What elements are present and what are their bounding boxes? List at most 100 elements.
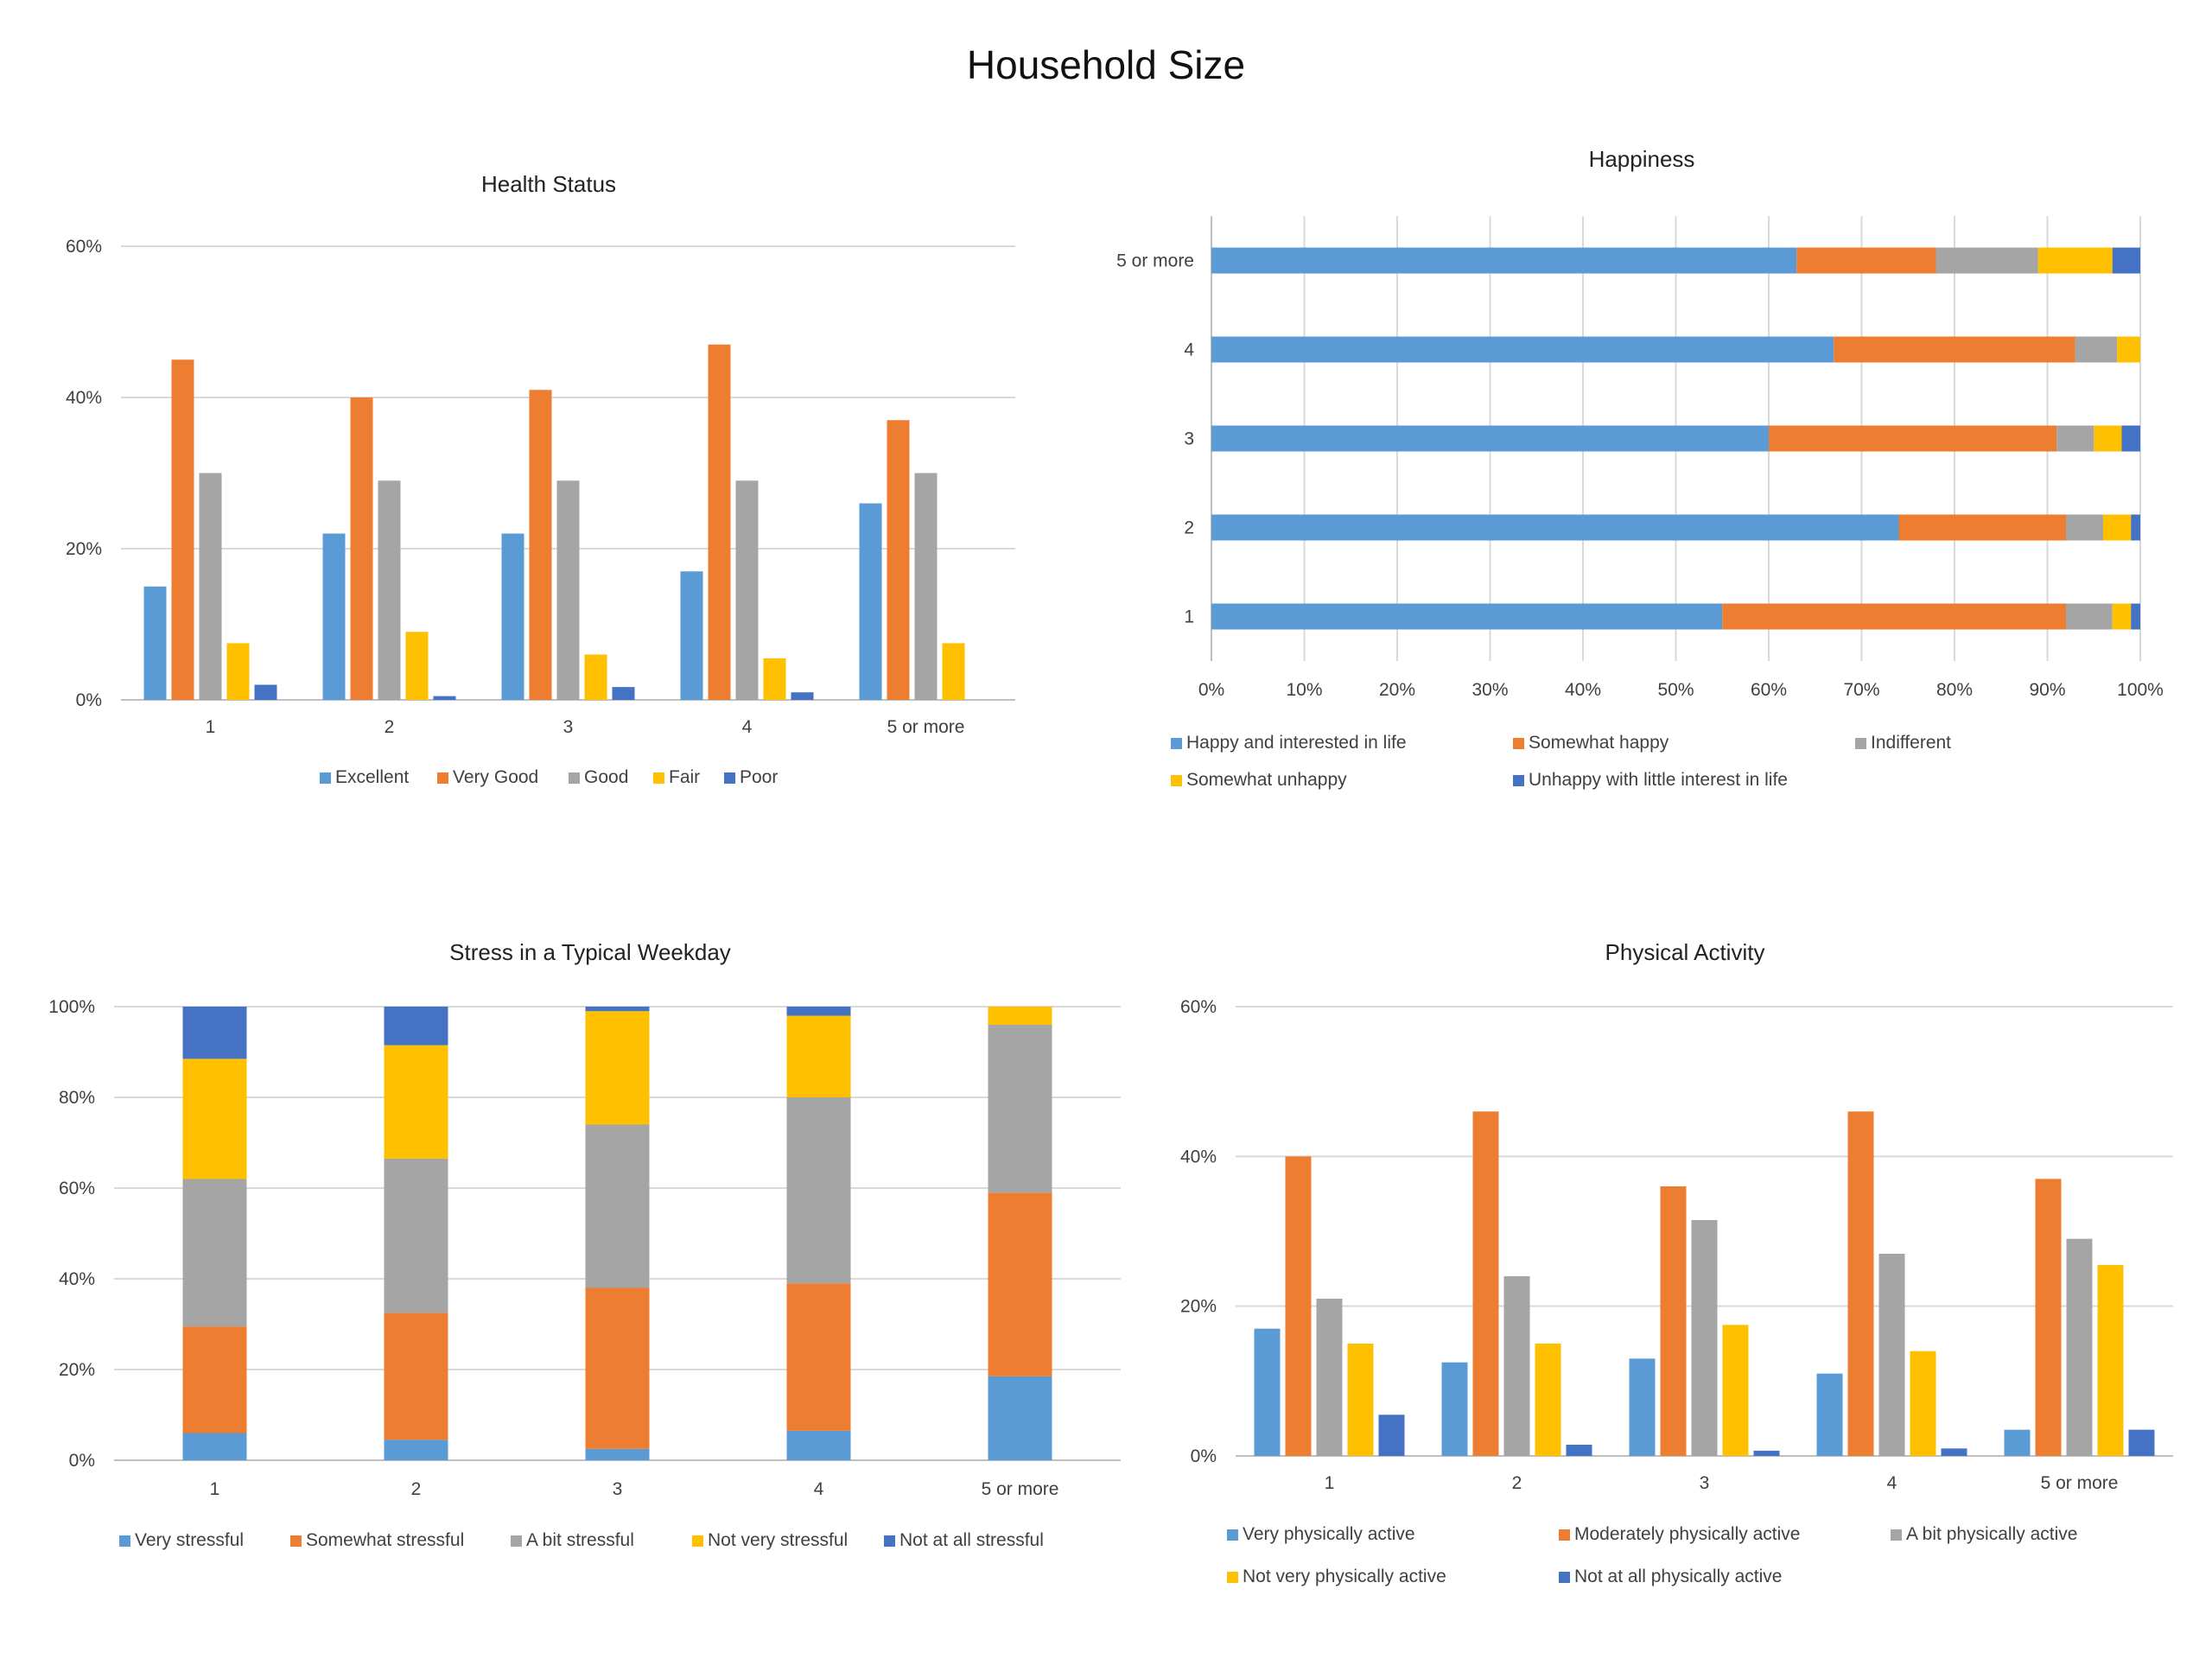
- bar-a-bit-physically-active-2: [1503, 1276, 1530, 1456]
- bar-somewhat-stressful-1: [182, 1326, 247, 1433]
- x-tick-label: 1: [210, 1479, 220, 1499]
- bar-somewhat-stressful-2: [384, 1313, 448, 1440]
- bar-unhappy-with-little-interest-in-life-3: [2121, 425, 2140, 452]
- bar-fair-4: [763, 658, 786, 700]
- bar-fair-5-or-more: [942, 643, 965, 700]
- bar-happy-and-interested-in-life-4: [1211, 336, 1834, 363]
- legend-label-very-physically-active: Very physically active: [1243, 1524, 1415, 1544]
- x-tick-label: 3: [563, 717, 574, 737]
- bar-not-very-physically-active-2: [1535, 1344, 1561, 1456]
- x-tick-label: 90%: [2029, 680, 2065, 700]
- bar-poor-4: [791, 692, 814, 700]
- y-tick-label: 1: [1184, 607, 1194, 627]
- bar-very-stressful-5-or-more: [988, 1376, 1052, 1460]
- bar-not-at-all-physically-active-4: [1941, 1448, 1967, 1456]
- bar-not-very-physically-active-1: [1347, 1344, 1374, 1456]
- bar-very-good-2: [350, 397, 373, 700]
- y-tick-label: 40%: [59, 1269, 95, 1289]
- bar-somewhat-happy-3: [1769, 425, 2057, 452]
- chart-title: Happiness: [1589, 146, 1695, 172]
- bar-indifferent-5-or-more: [1936, 247, 2038, 274]
- y-tick-label: 0%: [76, 690, 102, 710]
- bar-not-very-stressful-5-or-more: [988, 1007, 1052, 1025]
- y-tick-label: 2: [1184, 518, 1194, 538]
- legend-label-fair: Fair: [669, 767, 700, 787]
- legend-label-not-at-all-stressful: Not at all stressful: [899, 1530, 1044, 1550]
- x-tick-label: 1: [1325, 1473, 1335, 1493]
- bar-fair-1: [226, 643, 250, 700]
- bar-not-very-physically-active-5-or-more: [2097, 1265, 2124, 1456]
- y-tick-label: 20%: [59, 1360, 95, 1380]
- legend-label-happy-and-interested-in-life: Happy and interested in life: [1186, 733, 1407, 753]
- legend-label-unhappy-with-little-interest-in-life: Unhappy with little interest in life: [1529, 770, 1788, 790]
- legend-swatch-not-at-all-stressful: [884, 1535, 895, 1547]
- bar-moderately-physically-active-2: [1472, 1111, 1499, 1456]
- legend-swatch-indifferent: [1855, 738, 1866, 749]
- x-tick-label: 0%: [1198, 680, 1224, 700]
- happiness-chart: Happiness 0% 10% 20% 30% 40% 50% 60% 70% 80% 90% 10…: [1116, 146, 2164, 790]
- legend-swatch-excellent: [320, 772, 331, 784]
- bar-somewhat-happy-1: [1722, 603, 2066, 630]
- bar-indifferent-3: [2056, 425, 2094, 452]
- bar-somewhat-stressful-4: [786, 1283, 851, 1431]
- legend-swatch-not-at-all-physically-active: [1559, 1572, 1570, 1583]
- x-tick-label: 4: [814, 1479, 824, 1499]
- y-tick-label: 60%: [66, 237, 102, 257]
- bar-good-5-or-more: [914, 473, 938, 700]
- bar-not-at-all-physically-active-3: [1753, 1450, 1780, 1456]
- bar-not-very-stressful-4: [786, 1015, 851, 1097]
- bar-excellent-2: [322, 533, 346, 700]
- bar-not-at-all-stressful-4: [786, 1007, 851, 1016]
- x-tick-label: 3: [1700, 1473, 1710, 1493]
- bar-very-good-4: [708, 344, 731, 700]
- bar-very-stressful-2: [384, 1440, 448, 1460]
- y-tick-label: 0%: [1191, 1446, 1217, 1466]
- bar-a-bit-stressful-3: [585, 1124, 650, 1288]
- bar-good-2: [378, 480, 401, 700]
- x-tick-label: 3: [613, 1479, 623, 1499]
- bar-very-good-5-or-more: [887, 420, 910, 700]
- x-tick-label: 80%: [1936, 680, 1973, 700]
- bar-a-bit-physically-active-5-or-more: [2066, 1238, 2093, 1456]
- bar-excellent-3: [501, 533, 524, 700]
- y-tick-label: 40%: [1180, 1147, 1217, 1166]
- bar-a-bit-physically-active-1: [1316, 1299, 1343, 1456]
- legend-swatch-moderately-physically-active: [1559, 1529, 1570, 1541]
- legend-swatch-not-very-stressful: [692, 1535, 703, 1547]
- bar-somewhat-unhappy-3: [2094, 425, 2122, 452]
- x-tick-label: 1: [206, 717, 216, 737]
- y-tick-label: 80%: [59, 1088, 95, 1108]
- page-title: Household Size: [966, 42, 1246, 87]
- legend-swatch-fair: [653, 772, 664, 784]
- bar-very-good-1: [171, 359, 194, 700]
- bar-very-physically-active-5-or-more: [2004, 1429, 2031, 1456]
- legend-label-very-stressful: Very stressful: [135, 1530, 244, 1550]
- bar-not-at-all-physically-active-5-or-more: [2128, 1429, 2155, 1456]
- bar-a-bit-physically-active-4: [1878, 1254, 1905, 1456]
- bar-fair-3: [584, 654, 607, 700]
- bar-somewhat-unhappy-5-or-more: [2037, 247, 2113, 274]
- bar-a-bit-stressful-4: [786, 1097, 851, 1284]
- legend-label-very-good: Very Good: [453, 767, 538, 787]
- bar-excellent-4: [680, 571, 703, 700]
- legend-swatch-somewhat-unhappy: [1171, 775, 1182, 786]
- bar-excellent-5-or-more: [859, 503, 882, 700]
- stress-chart: Stress in a Typical Weekday 0% 20% 40% 60% 80…: [48, 939, 1121, 1550]
- legend-label-excellent: Excellent: [335, 767, 409, 787]
- bar-very-physically-active-3: [1629, 1358, 1656, 1456]
- x-tick-label: 5 or more: [887, 717, 965, 737]
- legend-swatch-somewhat-stressful: [290, 1535, 302, 1547]
- bar-a-bit-physically-active-3: [1691, 1220, 1718, 1456]
- y-tick-label: 20%: [66, 539, 102, 559]
- bar-very-stressful-1: [182, 1433, 247, 1460]
- bar-fair-2: [405, 632, 429, 700]
- bar-moderately-physically-active-3: [1660, 1186, 1687, 1456]
- health-status-chart: Health Status 0% 20% 40% 60% 1 2 3 4 5 or more Exc…: [66, 171, 1015, 787]
- legend-swatch-very-good: [437, 772, 448, 784]
- bar-unhappy-with-little-interest-in-life-5-or-more: [2112, 247, 2140, 274]
- x-tick-label: 60%: [1751, 680, 1787, 700]
- bar-moderately-physically-active-1: [1285, 1156, 1312, 1456]
- bar-a-bit-stressful-2: [384, 1158, 448, 1313]
- bar-unhappy-with-little-interest-in-life-1: [2131, 603, 2140, 630]
- bar-somewhat-unhappy-1: [2112, 603, 2132, 630]
